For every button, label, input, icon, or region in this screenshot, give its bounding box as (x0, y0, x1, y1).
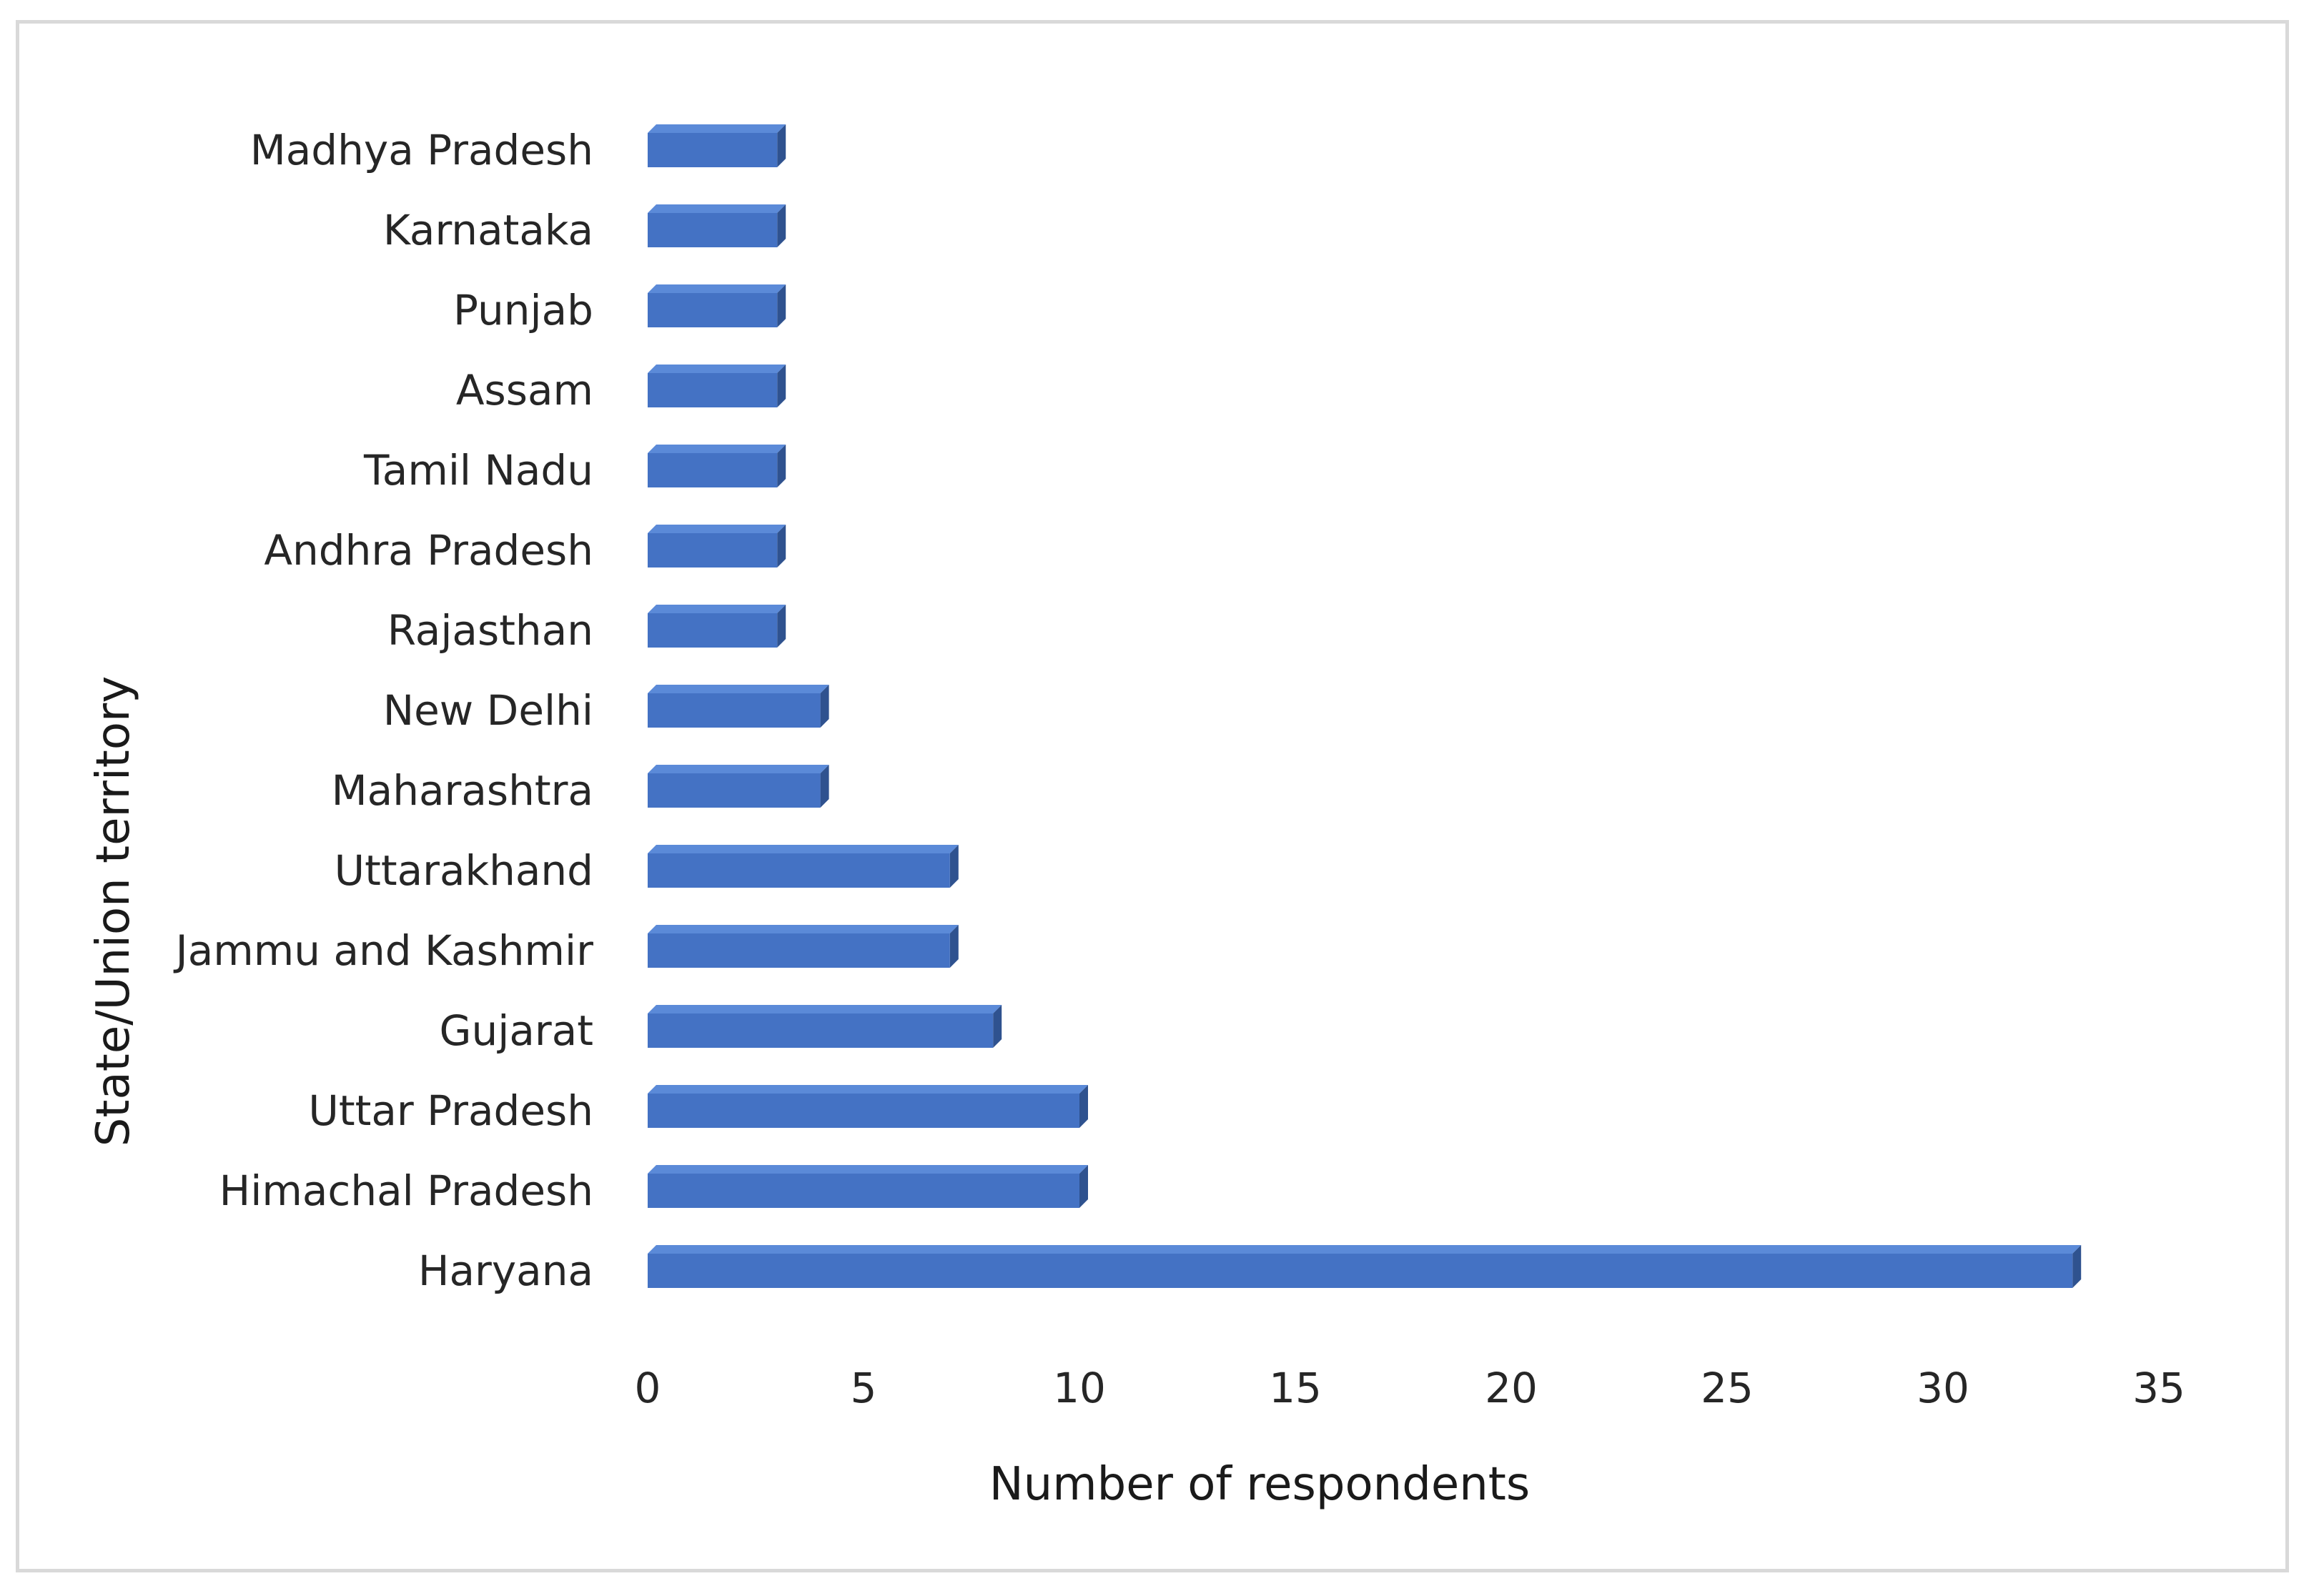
bar (648, 765, 829, 808)
bar (648, 525, 786, 567)
bar (648, 925, 959, 968)
bar-side-face (777, 605, 786, 648)
category-label: Uttarakhand (335, 846, 593, 895)
bar-front-face (648, 1094, 1079, 1128)
bar (648, 845, 959, 888)
bar-front-face (648, 693, 821, 728)
category-label: Assam (456, 366, 593, 415)
bar-side-face (1079, 1085, 1088, 1128)
bar (648, 1245, 2082, 1288)
category-labels: Haryana Himachal Pradesh Uttar Pradesh Guja… (174, 126, 594, 1295)
bar-front-face (648, 133, 778, 167)
bar-side-face (949, 845, 959, 888)
x-tick-label: 30 (1917, 1364, 1969, 1412)
bar-front-face (648, 453, 778, 487)
bar (648, 365, 786, 407)
category-label: Maharashtra (332, 766, 593, 815)
bar-side-face (777, 284, 786, 327)
bar-front-face (648, 773, 821, 808)
bar (648, 445, 786, 487)
x-tick-label: 25 (1701, 1364, 1754, 1412)
bar-side-face (2072, 1245, 2082, 1288)
category-label: Punjab (453, 286, 593, 334)
bar-top-face (648, 1085, 1088, 1094)
x-tick-label: 20 (1485, 1364, 1538, 1412)
category-label: Himachal Pradesh (219, 1166, 593, 1215)
bar-top-face (648, 525, 786, 533)
x-tick-label: 35 (2132, 1364, 2185, 1412)
bar-top-face (648, 445, 786, 453)
bar-top-face (648, 685, 829, 693)
bar-side-face (777, 124, 786, 167)
bar (648, 1165, 1088, 1208)
bar-front-face (648, 373, 778, 407)
bar-top-face (648, 605, 786, 613)
bar-side-face (777, 445, 786, 487)
bar-side-face (777, 525, 786, 567)
bar-top-face (648, 124, 786, 133)
bar-side-face (1079, 1165, 1088, 1208)
x-axis-title: Number of respondents (989, 1458, 1530, 1511)
bar-front-face (648, 613, 778, 648)
bar-side-face (820, 685, 829, 728)
bar-top-face (648, 204, 786, 213)
category-label: Gujarat (440, 1006, 594, 1055)
bar-front-face (648, 853, 950, 888)
bar (648, 284, 786, 327)
bar-front-face (648, 1013, 994, 1048)
bar (648, 204, 786, 247)
category-label: Uttar Pradesh (308, 1086, 593, 1135)
x-tick-label: 15 (1269, 1364, 1322, 1412)
x-tick-label: 10 (1053, 1364, 1106, 1412)
bar-side-face (820, 765, 829, 808)
chart-frame (16, 20, 2289, 1572)
x-axis-ticks: 0 5 10 15 20 25 30 35 (635, 1364, 2185, 1412)
bar-top-face (648, 1005, 1002, 1013)
bar-front-face (648, 293, 778, 327)
x-tick-label: 5 (851, 1364, 877, 1412)
bar-top-face (648, 845, 959, 853)
category-label: Andhra Pradesh (264, 526, 593, 575)
bar (648, 124, 786, 167)
category-label: Madhya Pradesh (250, 126, 593, 174)
bar-side-face (777, 365, 786, 407)
bar (648, 685, 829, 728)
bar-front-face (648, 933, 950, 968)
x-tick-label: 0 (635, 1364, 661, 1412)
bar (648, 1085, 1088, 1128)
bar-front-face (648, 533, 778, 567)
category-label: Rajasthan (387, 606, 593, 655)
bar-front-face (648, 213, 778, 247)
bar-front-face (648, 1174, 1079, 1208)
bar (648, 1005, 1002, 1048)
bar-side-face (777, 204, 786, 247)
category-label: New Delhi (383, 686, 593, 735)
category-label: Karnataka (383, 206, 593, 254)
bar-side-face (949, 925, 959, 968)
bar-top-face (648, 1245, 2082, 1254)
bar-top-face (648, 365, 786, 373)
bar-side-face (993, 1005, 1002, 1048)
category-label: Haryana (418, 1246, 593, 1295)
category-label: Tamil Nadu (363, 446, 593, 495)
bar-top-face (648, 765, 829, 773)
bar-top-face (648, 925, 959, 933)
category-label: Jammu and Kashmir (174, 926, 594, 975)
bar-top-face (648, 1165, 1088, 1174)
bar-front-face (648, 1254, 2073, 1288)
bars-layer (648, 124, 2082, 1288)
bar-top-face (648, 284, 786, 293)
y-axis-title: State/Union territory (87, 676, 140, 1146)
bar (648, 605, 786, 648)
